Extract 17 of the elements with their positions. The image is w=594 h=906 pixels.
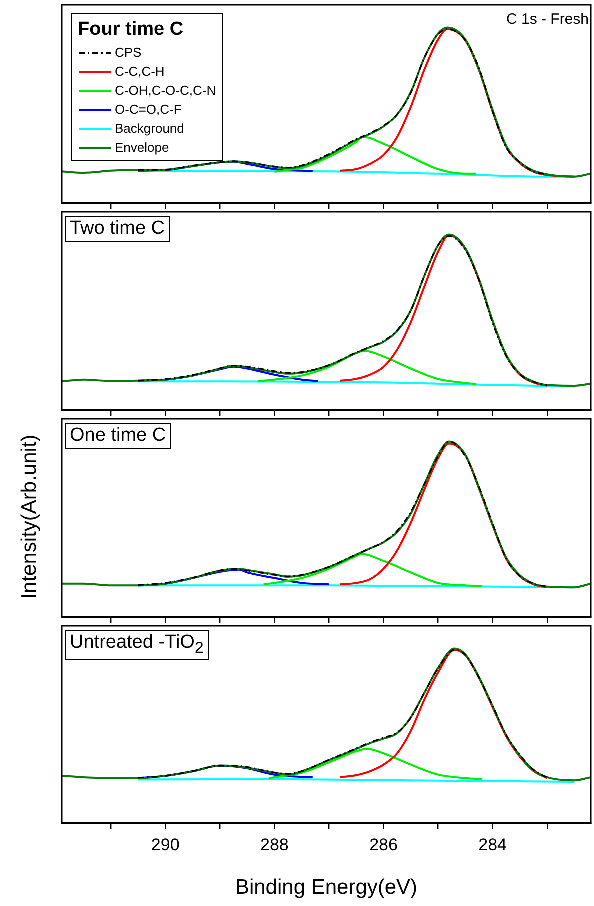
legend-label: O-C=O,C-F bbox=[115, 101, 182, 119]
chart-title: Untreated -TiO$_{2}$ bbox=[65, 630, 209, 660]
x-tick-label: 284 bbox=[478, 835, 508, 854]
legend-label: CPS bbox=[115, 44, 142, 62]
x-axis-title: Binding Energy(eV) bbox=[235, 876, 418, 900]
chart-title: Four time C bbox=[78, 18, 185, 42]
y-axis-title: Intensity(Arb.unit) bbox=[18, 434, 42, 600]
x-tick-label: 290 bbox=[151, 835, 180, 854]
x-tick-label: 288 bbox=[260, 835, 289, 854]
annotation: C 1s - Fresh bbox=[506, 11, 589, 28]
legend-label: C-C,C-H bbox=[115, 63, 165, 81]
legend-label: Envelope bbox=[115, 139, 170, 157]
x-tick-label: 286 bbox=[370, 835, 398, 854]
chart-title: Two time C bbox=[65, 216, 170, 242]
chart-title: One time C bbox=[65, 423, 172, 449]
legend-label: Background bbox=[115, 120, 184, 138]
legend-label: C-OH,C-O-C,C-N bbox=[115, 82, 216, 100]
